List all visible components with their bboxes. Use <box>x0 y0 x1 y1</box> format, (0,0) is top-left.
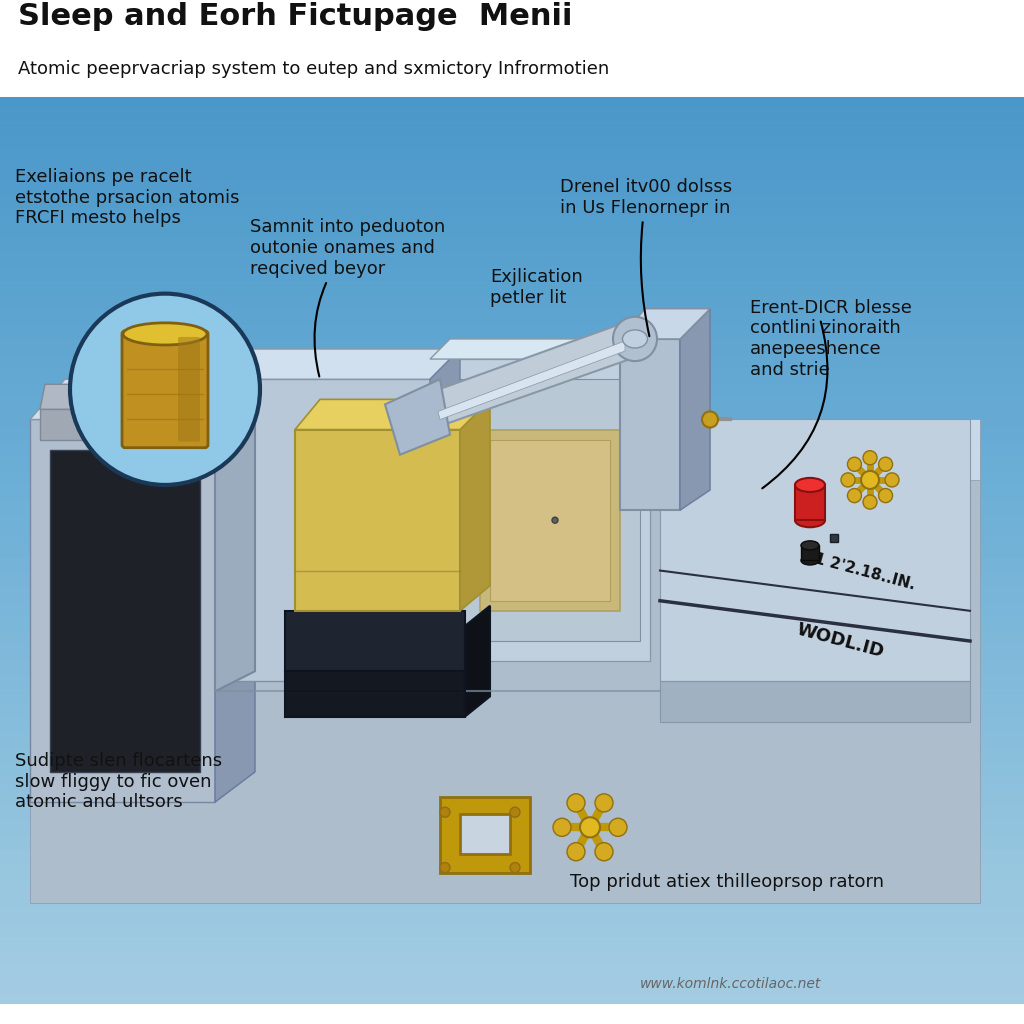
Polygon shape <box>460 379 640 641</box>
Circle shape <box>863 451 877 465</box>
Polygon shape <box>620 339 680 510</box>
Polygon shape <box>490 439 610 601</box>
Circle shape <box>580 817 600 838</box>
Bar <box>795 485 825 520</box>
Circle shape <box>863 495 877 509</box>
Circle shape <box>552 517 558 523</box>
FancyBboxPatch shape <box>122 331 208 447</box>
Polygon shape <box>660 420 970 681</box>
Circle shape <box>841 473 855 487</box>
Text: www.komlnk.ccotilaoc.net: www.komlnk.ccotilaoc.net <box>640 978 821 991</box>
Circle shape <box>609 818 627 837</box>
Circle shape <box>595 794 613 812</box>
Polygon shape <box>430 349 460 681</box>
Ellipse shape <box>623 330 647 348</box>
Polygon shape <box>30 379 255 420</box>
Ellipse shape <box>795 478 825 492</box>
Circle shape <box>885 473 899 487</box>
Circle shape <box>848 488 861 503</box>
Bar <box>460 814 510 854</box>
FancyBboxPatch shape <box>178 337 200 441</box>
Text: Samnit into peduoton
outonie onames and
reqcived beyor: Samnit into peduoton outonie onames and … <box>250 218 445 377</box>
Circle shape <box>567 843 585 861</box>
Ellipse shape <box>801 541 819 550</box>
Polygon shape <box>660 681 970 722</box>
Polygon shape <box>215 349 460 379</box>
Polygon shape <box>295 399 490 430</box>
Circle shape <box>553 818 571 837</box>
Polygon shape <box>438 341 625 420</box>
Circle shape <box>510 862 520 872</box>
Text: 61 2'2.18..IN.: 61 2'2.18..IN. <box>803 549 918 593</box>
Text: Drenel itv00 dolsss
in Us Flenornepr in: Drenel itv00 dolsss in Us Flenornepr in <box>560 178 732 336</box>
Circle shape <box>440 807 450 817</box>
Polygon shape <box>215 379 430 681</box>
Polygon shape <box>285 672 465 717</box>
Bar <box>830 535 838 543</box>
Polygon shape <box>30 420 980 903</box>
Circle shape <box>848 457 861 471</box>
Circle shape <box>510 807 520 817</box>
Circle shape <box>613 316 657 361</box>
Circle shape <box>861 471 879 489</box>
Text: Sleep and Eorh Fictupage  Menii: Sleep and Eorh Fictupage Menii <box>18 2 573 31</box>
Text: Top pridut atiex thilleoprsop ratorn: Top pridut atiex thilleoprsop ratorn <box>570 872 884 891</box>
Polygon shape <box>460 399 490 610</box>
Polygon shape <box>680 309 710 510</box>
Circle shape <box>702 412 718 428</box>
Polygon shape <box>40 410 100 439</box>
Text: Sudipte slen flocartens
slow fliggy to fic oven
atomic and ultsors: Sudipte slen flocartens slow fliggy to f… <box>15 752 222 811</box>
Polygon shape <box>285 610 465 672</box>
Circle shape <box>440 862 450 872</box>
Circle shape <box>879 457 893 471</box>
Polygon shape <box>215 359 255 691</box>
Polygon shape <box>430 339 670 359</box>
Polygon shape <box>215 379 255 802</box>
Polygon shape <box>295 430 460 610</box>
Text: Exeliaions pe racelt
etstothe prsacion atomis
FRCFI mesto helps: Exeliaions pe racelt etstothe prsacion a… <box>15 168 240 227</box>
Text: Exjlication
petler lit: Exjlication petler lit <box>490 268 583 307</box>
Polygon shape <box>480 430 620 610</box>
Ellipse shape <box>123 323 207 345</box>
Circle shape <box>70 294 260 485</box>
Ellipse shape <box>801 556 819 565</box>
Bar <box>801 546 819 560</box>
Circle shape <box>101 400 109 409</box>
Polygon shape <box>385 379 450 455</box>
Text: WODL.ID: WODL.ID <box>795 621 886 662</box>
Polygon shape <box>30 420 215 802</box>
Polygon shape <box>30 420 980 480</box>
Circle shape <box>879 488 893 503</box>
Polygon shape <box>430 359 650 662</box>
Polygon shape <box>465 606 490 717</box>
Bar <box>440 797 530 872</box>
Polygon shape <box>40 384 105 410</box>
Ellipse shape <box>795 513 825 527</box>
Bar <box>50 450 200 772</box>
Circle shape <box>595 843 613 861</box>
Text: Atomic peeprvacriap system to eutep and sxmictory Infrormotien: Atomic peeprvacriap system to eutep and … <box>18 60 609 78</box>
Polygon shape <box>620 309 710 339</box>
Circle shape <box>567 794 585 812</box>
Polygon shape <box>425 318 635 430</box>
Text: Erent-DICR blesse
contlini zinoraith
anepeeshence
and strie: Erent-DICR blesse contlini zinoraith ane… <box>750 299 912 379</box>
